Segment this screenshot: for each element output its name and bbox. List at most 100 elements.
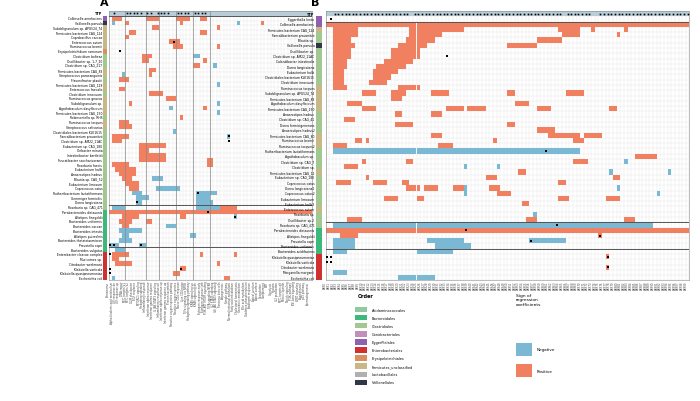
Text: ABX53: ABX53 (516, 281, 520, 290)
Bar (351, 33, 355, 38)
Bar (587, 228, 592, 233)
Bar (355, 347, 367, 353)
Text: Cholesterol homeostasis: Cholesterol homeostasis (234, 281, 239, 313)
Bar (316, 38, 322, 44)
Bar (504, 228, 508, 233)
Bar (555, 133, 559, 138)
Text: Apical junction: Apical junction (252, 281, 256, 300)
Bar (380, 75, 384, 81)
Bar (326, 22, 329, 28)
Bar (424, 249, 428, 254)
Bar (153, 92, 156, 97)
Bar (424, 33, 428, 38)
Bar (402, 86, 405, 91)
Bar (108, 12, 312, 17)
Bar (526, 44, 529, 49)
Bar (332, 239, 337, 244)
Bar (344, 244, 347, 249)
Bar (122, 233, 125, 238)
Bar (241, 210, 244, 215)
Bar (149, 92, 153, 97)
Text: A: A (100, 0, 109, 8)
Bar (547, 38, 551, 44)
Text: ABX26: ABX26 (418, 281, 422, 290)
Bar (686, 22, 690, 28)
Bar (486, 228, 489, 233)
Bar (103, 116, 106, 120)
Bar (540, 149, 544, 154)
Bar (402, 91, 405, 96)
Bar (420, 33, 424, 38)
Bar (577, 91, 580, 96)
Bar (428, 249, 431, 254)
Text: Lactobacillales: Lactobacillales (372, 373, 398, 377)
Bar (617, 33, 620, 38)
Bar (438, 223, 442, 228)
Bar (449, 223, 453, 228)
Bar (402, 44, 405, 49)
Text: Ruminococcus gnavus: Ruminococcus gnavus (69, 97, 102, 101)
Bar (129, 215, 132, 219)
Bar (337, 223, 340, 228)
Text: TNFa signaling via NFKB: TNFa signaling via NFKB (184, 281, 188, 313)
Bar (173, 130, 176, 135)
Bar (160, 144, 162, 149)
Bar (475, 223, 478, 228)
Bar (428, 186, 431, 191)
Bar (166, 224, 169, 229)
Bar (162, 158, 166, 163)
Bar (587, 22, 592, 28)
Bar (129, 262, 132, 267)
Bar (613, 196, 617, 202)
Text: ABX6: ABX6 (345, 281, 349, 288)
Bar (402, 180, 405, 186)
Bar (373, 81, 377, 86)
Bar (258, 210, 260, 215)
Bar (391, 49, 395, 54)
Bar (129, 186, 132, 191)
Bar (125, 182, 129, 186)
Bar (580, 22, 584, 28)
Bar (332, 244, 337, 249)
Bar (577, 138, 580, 144)
Bar (103, 59, 106, 64)
Bar (628, 217, 631, 223)
Bar (504, 149, 508, 154)
Bar (149, 73, 153, 78)
Bar (332, 54, 337, 59)
Bar (606, 196, 610, 202)
Bar (540, 223, 544, 228)
Bar (678, 22, 682, 28)
Text: Bacteroides caccae: Bacteroides caccae (74, 225, 102, 229)
Bar (398, 86, 402, 91)
Text: Naive CD4 response: Naive CD4 response (177, 281, 181, 308)
Bar (347, 28, 351, 33)
Bar (398, 275, 402, 281)
Bar (391, 228, 395, 233)
Bar (475, 149, 478, 154)
Bar (446, 239, 449, 244)
Bar (438, 249, 442, 254)
Bar (203, 200, 206, 205)
Bar (486, 175, 489, 180)
Bar (332, 22, 337, 28)
Text: Dorea longicatena: Dorea longicatena (75, 201, 102, 205)
Text: ABX36: ABX36 (454, 281, 458, 290)
Bar (355, 315, 367, 320)
Bar (210, 158, 214, 163)
Bar (577, 228, 580, 233)
Bar (442, 28, 446, 33)
Bar (559, 38, 562, 44)
Bar (197, 210, 200, 215)
Bar (173, 271, 176, 276)
Bar (420, 275, 424, 281)
Bar (569, 91, 573, 96)
Bar (340, 223, 344, 228)
Bar (384, 81, 387, 86)
Bar (344, 180, 347, 186)
Text: Veillonellales: Veillonellales (372, 381, 395, 385)
Bar (598, 133, 602, 138)
Bar (624, 217, 628, 223)
Text: Agathobaculum dasyfloccum: Agathobaculum dasyfloccum (59, 107, 102, 111)
Bar (122, 210, 125, 215)
